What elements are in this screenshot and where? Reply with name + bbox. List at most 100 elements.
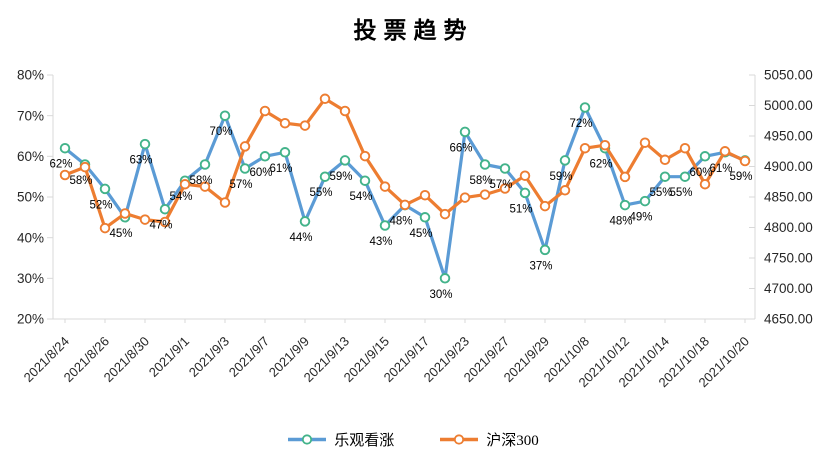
data-point-marker-1 [99,222,111,234]
data-point-marker-0 [499,163,511,174]
data-point-marker-1 [719,146,731,157]
data-point-marker-0 [659,171,671,182]
data-label: 30% [429,289,452,301]
left-axis-tick-label: 20% [17,312,44,327]
data-point-marker-0 [219,110,231,121]
data-label: 37% [529,260,552,272]
data-point-marker-1 [699,178,711,190]
left-axis-tick-label: 70% [17,108,44,123]
data-point-marker-0 [539,244,551,256]
data-label: 58% [69,175,92,187]
data-label: 49% [629,212,652,224]
data-point-marker-1 [679,142,691,154]
data-point-marker-1 [619,171,631,183]
data-point-marker-1 [339,105,351,117]
legend-item-hs300[interactable]: 沪深300 [440,429,539,450]
data-point-marker-1 [319,93,331,105]
right-axis-tick-label: 4950.00 [764,129,813,144]
data-label: 60% [249,167,272,179]
data-point-marker-1 [59,169,71,181]
legend-label-hs300: 沪深300 [486,433,539,449]
data-point-marker-1 [479,189,491,200]
right-axis-tick-label: 4900.00 [764,159,813,174]
data-label: 54% [169,191,192,203]
legend-marker-icon-hs300 [454,434,465,445]
data-point-marker-0 [639,195,651,207]
data-point-marker-0 [359,175,371,186]
chart-title: 投票趋势 [353,18,474,43]
data-point-marker-1 [279,117,291,129]
data-label: 45% [409,228,432,240]
data-label: 70% [209,126,232,138]
data-point-marker-1 [159,216,171,228]
right-axis-tick-label: 4750.00 [764,251,813,266]
data-point-marker-0 [699,151,711,162]
data-point-marker-0 [419,212,431,223]
data-label: 48% [389,216,412,228]
data-point-marker-1 [579,142,591,154]
x-axis-tick-label: 2021/9/1 [146,334,192,380]
data-point-marker-1 [399,199,411,211]
data-label: 62% [589,159,612,171]
data-label: 62% [49,159,72,171]
data-label: 59% [329,171,352,183]
data-label: 61% [269,163,292,175]
data-point-marker-1 [359,150,371,162]
data-point-marker-0 [559,155,571,166]
data-label: 59% [549,171,572,183]
right-axis-tick-label: 4850.00 [764,190,813,205]
data-label: 47% [149,220,172,232]
data-label: 72% [569,118,592,130]
data-point-marker-1 [639,137,651,148]
data-point-marker-1 [459,192,471,203]
data-point-marker-0 [439,273,451,284]
left-axis-tick-label: 30% [17,271,44,286]
data-label: 58% [189,175,212,187]
right-axis-tick-label: 5050.00 [764,68,813,83]
data-point-marker-0 [99,183,111,195]
data-point-marker-1 [599,139,611,151]
data-label: 57% [229,179,252,191]
data-point-marker-1 [79,161,91,173]
legend-label-optimistic: 乐观看涨 [334,433,395,449]
data-label: 61% [709,163,732,175]
x-axis-tick-label: 2021/9/7 [226,334,272,380]
data-label: 66% [449,142,472,154]
x-axis-tick-label: 2021/9/3 [186,334,232,380]
data-label: 59% [729,171,752,183]
data-point-marker-0 [339,155,351,166]
data-label: 52% [89,199,112,211]
data-point-marker-0 [239,163,251,174]
data-point-marker-0 [59,142,71,154]
data-point-marker-1 [219,197,231,208]
data-point-marker-1 [559,185,571,196]
data-label: 55% [309,187,332,199]
data-point-marker-1 [179,178,191,190]
legend: 乐观看涨 沪深300 [0,429,827,450]
left-axis-tick-label: 50% [17,190,44,205]
data-point-marker-0 [319,171,331,182]
data-point-marker-1 [739,155,751,167]
data-point-marker-0 [679,171,691,182]
data-label: 51% [509,203,532,215]
data-point-marker-0 [159,203,171,215]
data-point-marker-1 [199,181,211,192]
data-label: 60% [689,167,712,179]
data-point-marker-0 [199,159,211,170]
data-point-marker-0 [619,199,631,211]
data-label: 57% [489,179,512,191]
right-axis-tick-label: 4650.00 [764,312,813,327]
data-label: 55% [649,187,672,199]
data-point-marker-1 [299,120,311,131]
data-label: 48% [609,216,632,228]
legend-item-optimistic[interactable]: 乐观看涨 [288,429,394,450]
data-point-marker-1 [239,141,251,152]
data-point-marker-1 [659,154,671,166]
data-point-marker-0 [299,216,311,227]
data-point-marker-0 [459,126,471,138]
data-point-marker-1 [139,214,151,225]
data-label: 58% [469,175,492,187]
left-axis-tick-label: 40% [17,230,44,245]
data-point-marker-1 [259,105,271,117]
